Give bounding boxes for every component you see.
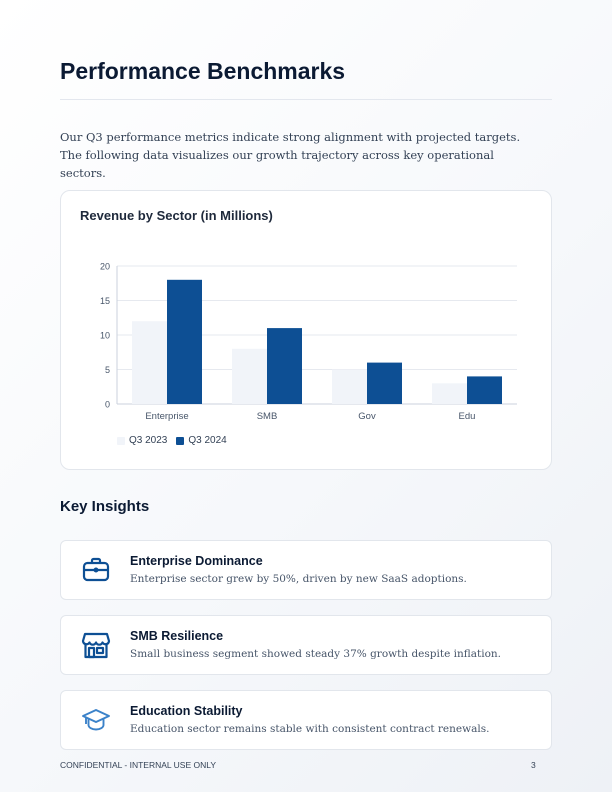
legend-label-2024: Q3 2024 <box>188 435 227 446</box>
bar-q3-2024-smb <box>267 328 302 404</box>
y-tick-label: 10 <box>100 331 110 341</box>
bar-q3-2023-enterprise <box>132 321 167 404</box>
insight-card-education: Education Stability Education sector rem… <box>60 690 552 750</box>
bar-q3-2023-edu <box>432 383 467 404</box>
chart-card: Revenue by Sector (in Millions) 0 5 10 15 20… <box>60 190 552 470</box>
y-tick-label: 5 <box>105 365 110 375</box>
x-tick-label: SMB <box>257 411 278 422</box>
x-tick-label: Gov <box>358 411 376 422</box>
footer-page-number: 3 <box>531 760 536 770</box>
briefcase-icon <box>82 557 110 582</box>
insight-title: SMB Resilience <box>130 629 224 643</box>
key-insights-heading: Key Insights <box>60 498 150 515</box>
chart-title: Revenue by Sector (in Millions) <box>80 208 273 223</box>
footer-confidential-label: CONFIDENTIAL - INTERNAL USE ONLY <box>60 760 217 770</box>
graduation-cap-icon <box>82 709 110 731</box>
bar-q3-2024-enterprise <box>167 279 202 404</box>
insight-description: Education sector remains stable with con… <box>130 723 490 735</box>
y-tick-label: 20 <box>100 262 110 272</box>
legend-swatch-2023 <box>117 436 125 445</box>
insight-description: Enterprise sector grew by 50%, driven by… <box>130 573 467 585</box>
storefront-icon <box>81 632 111 659</box>
chart-legend: Q3 2023 Q3 2024 <box>117 435 227 446</box>
legend-item-2023: Q3 2023 <box>117 435 167 446</box>
x-tick-label: Enterprise <box>145 411 188 422</box>
bar-q3-2023-gov <box>332 369 367 404</box>
insight-card-smb: SMB Resilience Small business segment sh… <box>60 615 552 675</box>
insight-title: Education Stability <box>130 704 243 718</box>
page-title: Performance Benchmarks <box>60 58 346 84</box>
y-tick-label: 0 <box>105 400 110 410</box>
title-divider <box>60 99 552 100</box>
revenue-bar-chart: 0 5 10 15 20 Enterprise SMB Gov Edu <box>100 262 517 422</box>
bar-q3-2024-edu <box>467 376 502 404</box>
legend-label-2023: Q3 2023 <box>129 435 168 446</box>
insight-description: Small business segment showed steady 37%… <box>130 648 502 660</box>
insight-title: Enterprise Dominance <box>130 554 263 568</box>
x-tick-label: Edu <box>459 411 476 422</box>
intro-paragraph: Our Q3 performance metrics indicate stro… <box>60 130 521 180</box>
insight-card-enterprise: Enterprise Dominance Enterprise sector g… <box>60 540 552 600</box>
bar-q3-2023-smb <box>232 348 267 404</box>
y-tick-label: 15 <box>100 296 110 306</box>
legend-swatch-2024 <box>176 436 185 445</box>
bar-q3-2024-gov <box>367 362 402 404</box>
legend-item-2024: Q3 2024 <box>176 435 227 446</box>
